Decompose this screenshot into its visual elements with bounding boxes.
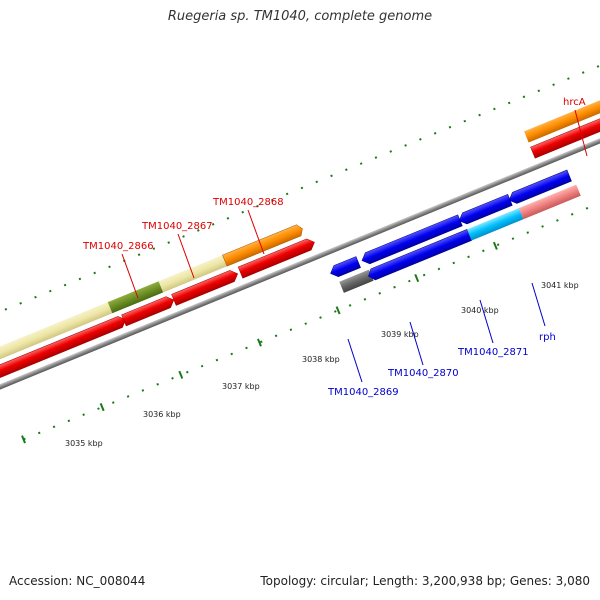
cds-arrow-blue: [330, 256, 361, 278]
gene-block-gray: [339, 269, 374, 293]
gene-block-orange: [524, 78, 600, 143]
gene-label-forward[interactable]: TM1040_2866: [82, 241, 154, 252]
gene-label-forward[interactable]: hrcA: [563, 97, 586, 108]
ruler-label: 3039 kbp: [381, 330, 419, 339]
cds-arrow-red: [237, 238, 315, 279]
cds-arrow-red: [121, 296, 175, 327]
ruler-label: 3040 kbp: [461, 306, 499, 315]
gene-arrow-blue: [368, 229, 472, 281]
ruler-label: 3035 kbp: [65, 439, 103, 448]
gene-label-reverse[interactable]: TM1040_2871: [457, 347, 529, 358]
accession-text: Accession: NC_008044: [9, 574, 146, 588]
gene-label-reverse[interactable]: TM1040_2870: [387, 368, 459, 379]
reverse-gene-track: [339, 184, 581, 293]
gene-label-reverse[interactable]: TM1040_2869: [327, 387, 399, 398]
forward-cds-track: [0, 93, 600, 387]
cds-arrow-blue: [508, 169, 572, 204]
forward-labels: [121, 109, 588, 299]
gene-arrow-orange: [222, 224, 303, 267]
gene-block-cyan: [467, 208, 524, 241]
gene-label-forward[interactable]: TM1040_2867: [141, 221, 213, 232]
ruler-label: 3037 kbp: [222, 382, 260, 391]
ruler-label: 3041 kbp: [541, 281, 579, 290]
cds-arrow-red: [0, 316, 127, 387]
outer-ruler: [0, 55, 600, 323]
ruler-label: 3038 kbp: [302, 355, 340, 364]
major-ticks: [21, 241, 498, 444]
genome-info-text: Topology: circular; Length: 3,200,938 bp…: [260, 574, 590, 588]
gene-block-olive: [107, 281, 164, 314]
map-title: Ruegeria sp. TM1040, complete genome: [167, 9, 433, 24]
cds-arrow-red: [171, 270, 239, 306]
gene-label-forward[interactable]: TM1040_2868: [212, 197, 284, 208]
genome-backbone: [0, 103, 600, 397]
cds-arrow-red: [530, 93, 600, 159]
reverse-labels: [347, 282, 546, 383]
ruler-label: 3036 kbp: [143, 410, 181, 419]
cds-arrow-blue: [361, 214, 463, 265]
cds-arrow-blue: [458, 193, 513, 225]
reverse-cds-track: [330, 169, 572, 278]
gene-block-pink: [518, 184, 581, 220]
gene-block-cream: [0, 302, 113, 371]
gene-label-reverse[interactable]: rph: [539, 332, 556, 343]
